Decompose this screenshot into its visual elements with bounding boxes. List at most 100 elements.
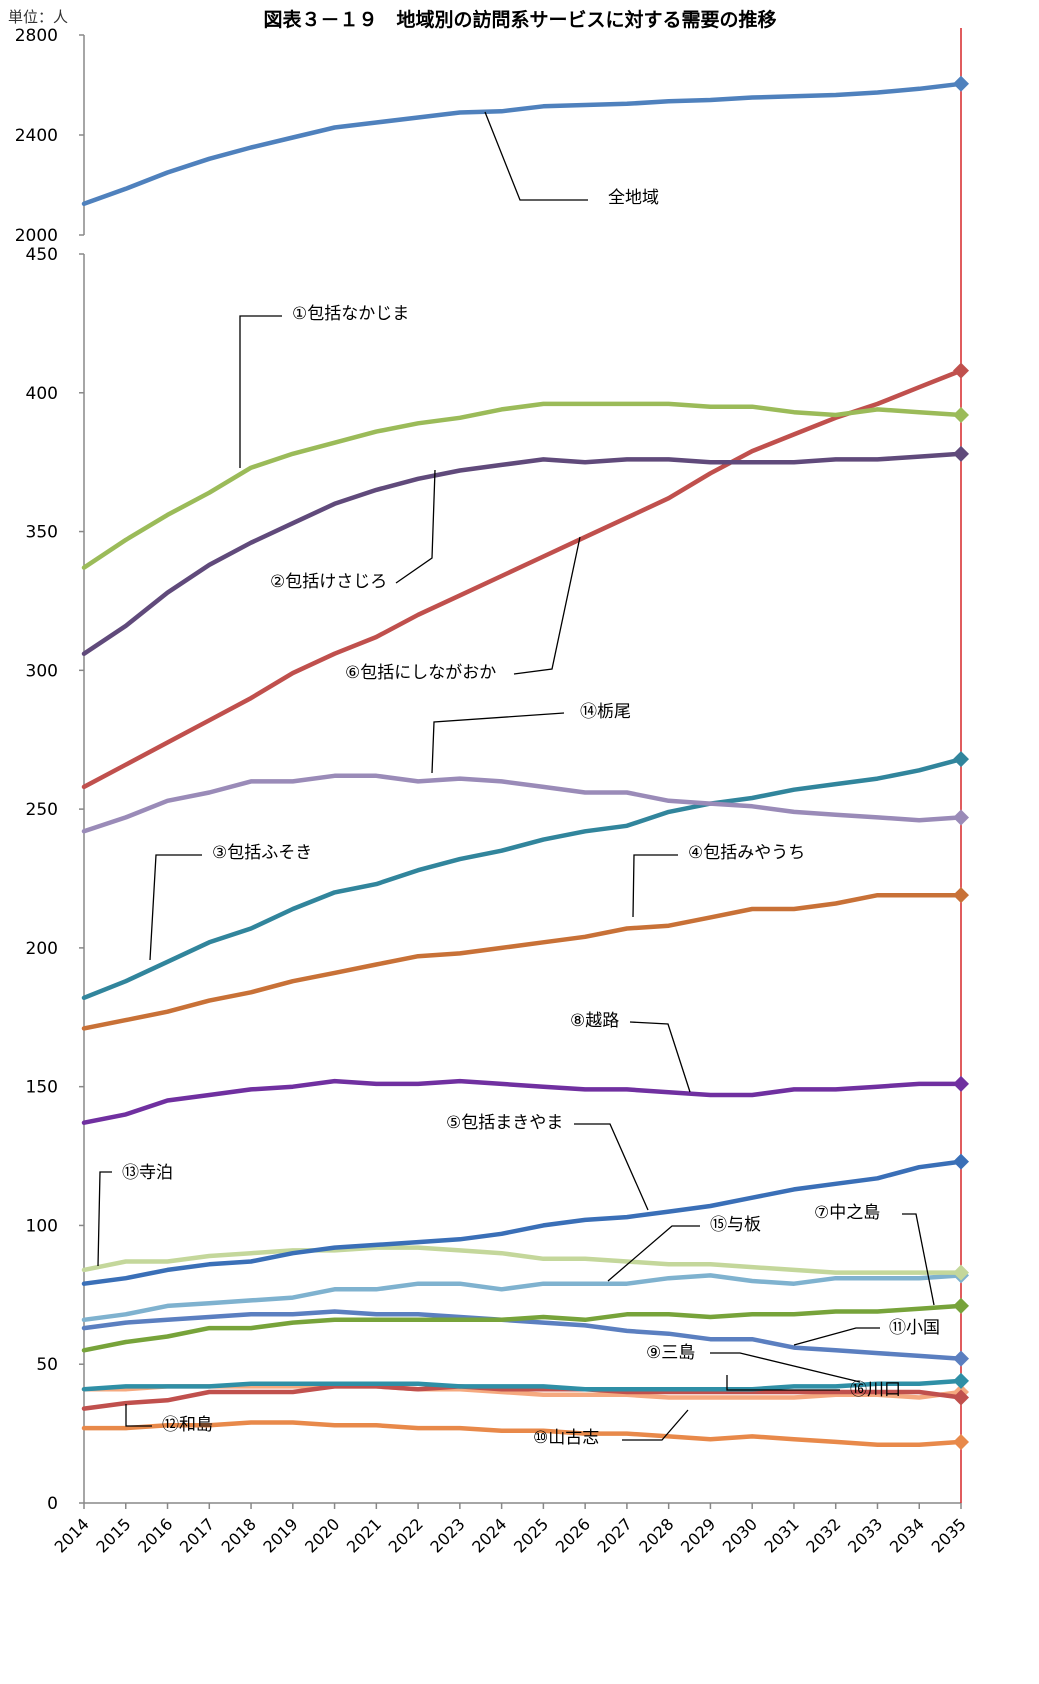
series-line [81, 1420, 964, 1447]
leader-line [726, 1375, 840, 1391]
upper-y-tick-label: 2400 [15, 126, 58, 146]
leader-line [629, 1021, 691, 1093]
series-⑫和島 [81, 1420, 969, 1450]
series-labels: 全地域 ①包括なかじま ②包括けさじろ ⑥包括にしながおか ⑭栃尾 ③包括ふそき ④包括みや… [122, 188, 940, 1448]
x-tick-label: 2030 [719, 1514, 761, 1556]
lower-y-tick-label: 450 [26, 245, 58, 265]
series-line [81, 1378, 964, 1392]
series-end-marker [953, 75, 969, 92]
upper-y-tick-label: 2000 [15, 226, 58, 246]
series-line [81, 81, 964, 207]
series-⑥包括にしながおか [81, 362, 969, 790]
x-tick-label: 2033 [844, 1514, 886, 1556]
upper-y-tick-label: 2800 [15, 26, 58, 46]
series-label: ⑫和島 [162, 1415, 213, 1435]
series-label: ⑬寺泊 [122, 1163, 173, 1183]
x-tick-label: 2018 [218, 1514, 260, 1556]
series-⑯川口 [81, 1384, 969, 1411]
series-end-marker [953, 362, 969, 379]
series-label: ⑨三島 [646, 1343, 695, 1363]
x-tick-label: 2014 [51, 1514, 93, 1556]
series-全地域 [81, 75, 969, 207]
leader-line [395, 469, 436, 584]
x-tick-label: 2029 [677, 1514, 719, 1556]
series-end-marker [953, 887, 969, 904]
leader-line [149, 854, 202, 961]
series-end-marker [953, 1153, 969, 1170]
series-②包括けさじろ [81, 445, 969, 656]
series-line [81, 368, 964, 790]
lower-y-tick-label: 250 [26, 800, 58, 820]
series-⑪小国 [81, 1309, 969, 1367]
x-tick-label: 2016 [134, 1514, 176, 1556]
x-tick-label: 2022 [385, 1514, 427, 1556]
leader-line [574, 1123, 649, 1211]
series-label: ⑭栃尾 [580, 702, 631, 722]
leader-line [239, 315, 282, 468]
unit-label: 単位：人 [8, 8, 68, 26]
lower-y-tick-label: 400 [26, 384, 58, 404]
series-label: ⑪小国 [889, 1318, 940, 1338]
series-④包括みやうち [81, 887, 969, 1031]
series-end-marker [953, 1372, 969, 1389]
x-tick-label: 2031 [761, 1514, 803, 1556]
series-label: ②包括けさじろ [270, 572, 387, 592]
series-⑧越路 [81, 1075, 969, 1125]
series-end-marker [953, 1297, 969, 1314]
series-end-marker [953, 1075, 969, 1092]
lower-y-tick-label: 300 [26, 661, 58, 681]
leader-line [607, 1225, 700, 1282]
leader-lines [97, 111, 935, 1441]
leader-line [793, 1327, 880, 1346]
lower-y-tick-label: 0 [47, 1494, 58, 1514]
series-end-marker [953, 751, 969, 768]
series-end-marker [953, 1350, 969, 1367]
series-end-marker [953, 445, 969, 462]
series-⑬寺泊 [81, 1245, 969, 1281]
series-line [81, 1384, 964, 1411]
series-end-marker [953, 1264, 969, 1281]
series-end-marker [953, 1389, 969, 1406]
x-tick-label: 2034 [886, 1514, 928, 1556]
series-line [81, 892, 964, 1031]
series-line [81, 756, 964, 1001]
series-label: ⑥包括にしながおか [345, 663, 496, 683]
axes: 2000 2400 2800 0 50 100 150 200 250 300 350 400 450 2… [15, 26, 970, 1557]
series-label: ④包括みやうち [688, 843, 805, 863]
x-tick-label: 2021 [343, 1514, 385, 1556]
series-label: ⑮与板 [710, 1215, 761, 1235]
series-line [81, 451, 964, 656]
leader-line [710, 1352, 861, 1383]
x-tick-label: 2028 [635, 1514, 677, 1556]
x-tick-label: 2032 [802, 1514, 844, 1556]
x-tick-label: 2026 [552, 1514, 594, 1556]
series-⑨三島 [81, 1372, 969, 1392]
series-label: ⑦中之島 [814, 1203, 880, 1223]
series-label: ⑩山古志 [533, 1428, 599, 1448]
series-line [81, 1078, 964, 1125]
series-⑤包括まきやま [81, 1153, 969, 1286]
series-label: 全地域 [608, 188, 659, 208]
series-line [81, 1245, 964, 1275]
series-end-marker [953, 809, 969, 826]
lower-y-tick-label: 100 [26, 1216, 58, 1236]
x-tick-label: 2025 [510, 1514, 552, 1556]
series-label: ⑯川口 [850, 1380, 901, 1400]
leader-line [632, 854, 678, 918]
series-label: ①包括なかじま [292, 304, 409, 324]
chart-title: 図表３－１９ 地域別の訪問系サービスに対する需要の推移 [263, 8, 776, 31]
leader-line [125, 1404, 152, 1427]
lower-y-tick-label: 200 [26, 939, 58, 959]
series-①包括なかじま [81, 401, 969, 570]
series-end-marker [953, 1433, 969, 1450]
series-line [81, 1159, 964, 1286]
leader-line [431, 712, 565, 774]
x-tick-label: 2019 [259, 1514, 301, 1556]
series-⑦中之島 [81, 1297, 969, 1353]
x-tick-label: 2015 [92, 1514, 134, 1556]
series-line [81, 773, 964, 834]
leader-line [622, 1409, 689, 1441]
series-layer [81, 75, 969, 1450]
x-tick-label: 2017 [176, 1514, 218, 1556]
